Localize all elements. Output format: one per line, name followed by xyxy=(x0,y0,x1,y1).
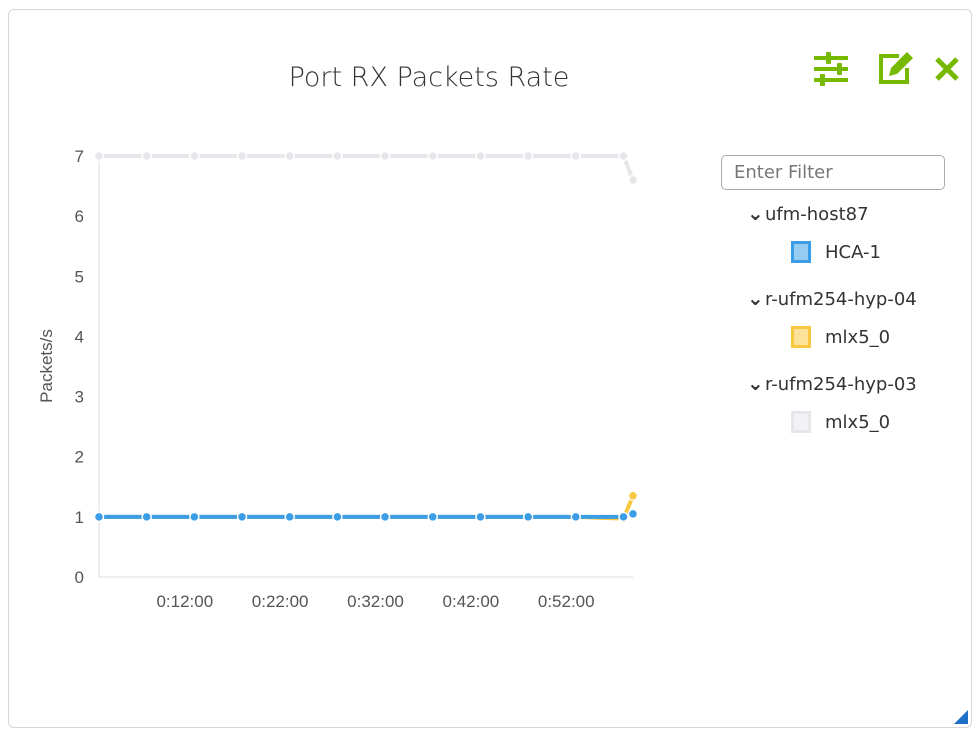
legend-swatch xyxy=(791,326,811,348)
data-point[interactable] xyxy=(379,511,391,523)
data-point[interactable] xyxy=(475,150,486,162)
data-point[interactable] xyxy=(332,150,343,162)
y-tick-label: 4 xyxy=(75,327,84,346)
data-point[interactable] xyxy=(332,511,343,523)
x-tick-label: 0:32:00 xyxy=(347,592,404,611)
chevron-down-icon[interactable]: ⌄ xyxy=(747,371,764,395)
y-tick-label: 5 xyxy=(75,267,84,286)
data-point[interactable] xyxy=(522,150,534,162)
data-point[interactable] xyxy=(627,508,639,520)
resize-handle[interactable] xyxy=(954,710,968,724)
data-point[interactable] xyxy=(522,511,534,523)
host-label: r-ufm254-hyp-03 xyxy=(765,374,917,395)
filter-input[interactable] xyxy=(721,155,945,190)
y-tick-label: 0 xyxy=(75,568,84,587)
x-tick-label: 0:22:00 xyxy=(252,592,309,611)
legend-host[interactable]: ⌄r-ufm254-hyp-04 xyxy=(747,286,917,310)
data-point[interactable] xyxy=(427,150,438,162)
data-point[interactable] xyxy=(284,150,295,162)
series-line xyxy=(99,154,635,181)
data-point[interactable] xyxy=(141,511,152,523)
chart-title: Port RX Packets Rate xyxy=(288,62,570,93)
device-label: mlx5_0 xyxy=(825,326,891,348)
y-axis-label: Packets/s xyxy=(37,329,56,403)
data-point[interactable] xyxy=(570,511,582,523)
legend-host[interactable]: ⌄ufm-host87 xyxy=(747,201,869,225)
chevron-down-icon[interactable]: ⌄ xyxy=(747,201,764,225)
host-label: r-ufm254-hyp-04 xyxy=(765,289,917,310)
legend-host[interactable]: ⌄r-ufm254-hyp-03 xyxy=(747,371,917,395)
legend-swatch xyxy=(791,241,811,263)
y-tick-label: 3 xyxy=(75,388,84,407)
y-tick-label: 6 xyxy=(75,207,84,226)
close-icon[interactable] xyxy=(934,56,960,82)
y-tick-label: 7 xyxy=(75,147,84,166)
device-label: HCA-1 xyxy=(825,241,881,263)
sliders-icon[interactable] xyxy=(812,52,852,86)
data-point[interactable] xyxy=(189,150,200,162)
line-chart: 0 1 2 3 4 5 6 7 0:12:00 0:22:00 0:32:00 0:42:00 0:52… xyxy=(37,147,639,611)
data-point[interactable] xyxy=(189,511,200,523)
data-point[interactable] xyxy=(627,174,639,186)
y-tick-label: 1 xyxy=(75,508,84,527)
x-tick-label: 0:12:00 xyxy=(156,592,213,611)
data-point[interactable] xyxy=(379,150,391,162)
data-point[interactable] xyxy=(236,511,248,523)
legend-item[interactable]: mlx5_0 xyxy=(791,326,890,348)
chevron-down-icon[interactable]: ⌄ xyxy=(747,286,764,310)
edit-icon[interactable] xyxy=(877,50,917,86)
host-label: ufm-host87 xyxy=(765,204,869,225)
y-tick-label: 2 xyxy=(75,448,84,467)
data-point[interactable] xyxy=(627,490,639,502)
data-point[interactable] xyxy=(427,511,438,523)
x-tick-label: 0:42:00 xyxy=(443,592,500,611)
data-point[interactable] xyxy=(618,511,629,523)
data-point[interactable] xyxy=(236,150,248,162)
chart-panel: Port RX Packets Rate 0 1 2 3 4 5 6 7 0:12:00 0:22… xyxy=(8,9,972,728)
legend-item[interactable]: mlx5_0 xyxy=(791,411,890,433)
data-point[interactable] xyxy=(93,150,105,162)
data-point[interactable] xyxy=(141,150,152,162)
data-point[interactable] xyxy=(475,511,486,523)
device-label: mlx5_0 xyxy=(825,411,891,433)
legend-swatch xyxy=(791,411,811,433)
data-point[interactable] xyxy=(570,150,582,162)
data-point[interactable] xyxy=(93,511,105,523)
data-point[interactable] xyxy=(284,511,295,523)
series-line xyxy=(99,511,634,519)
legend-item[interactable]: HCA-1 xyxy=(791,241,881,263)
x-tick-label: 0:52:00 xyxy=(538,592,595,611)
data-point[interactable] xyxy=(618,150,629,162)
